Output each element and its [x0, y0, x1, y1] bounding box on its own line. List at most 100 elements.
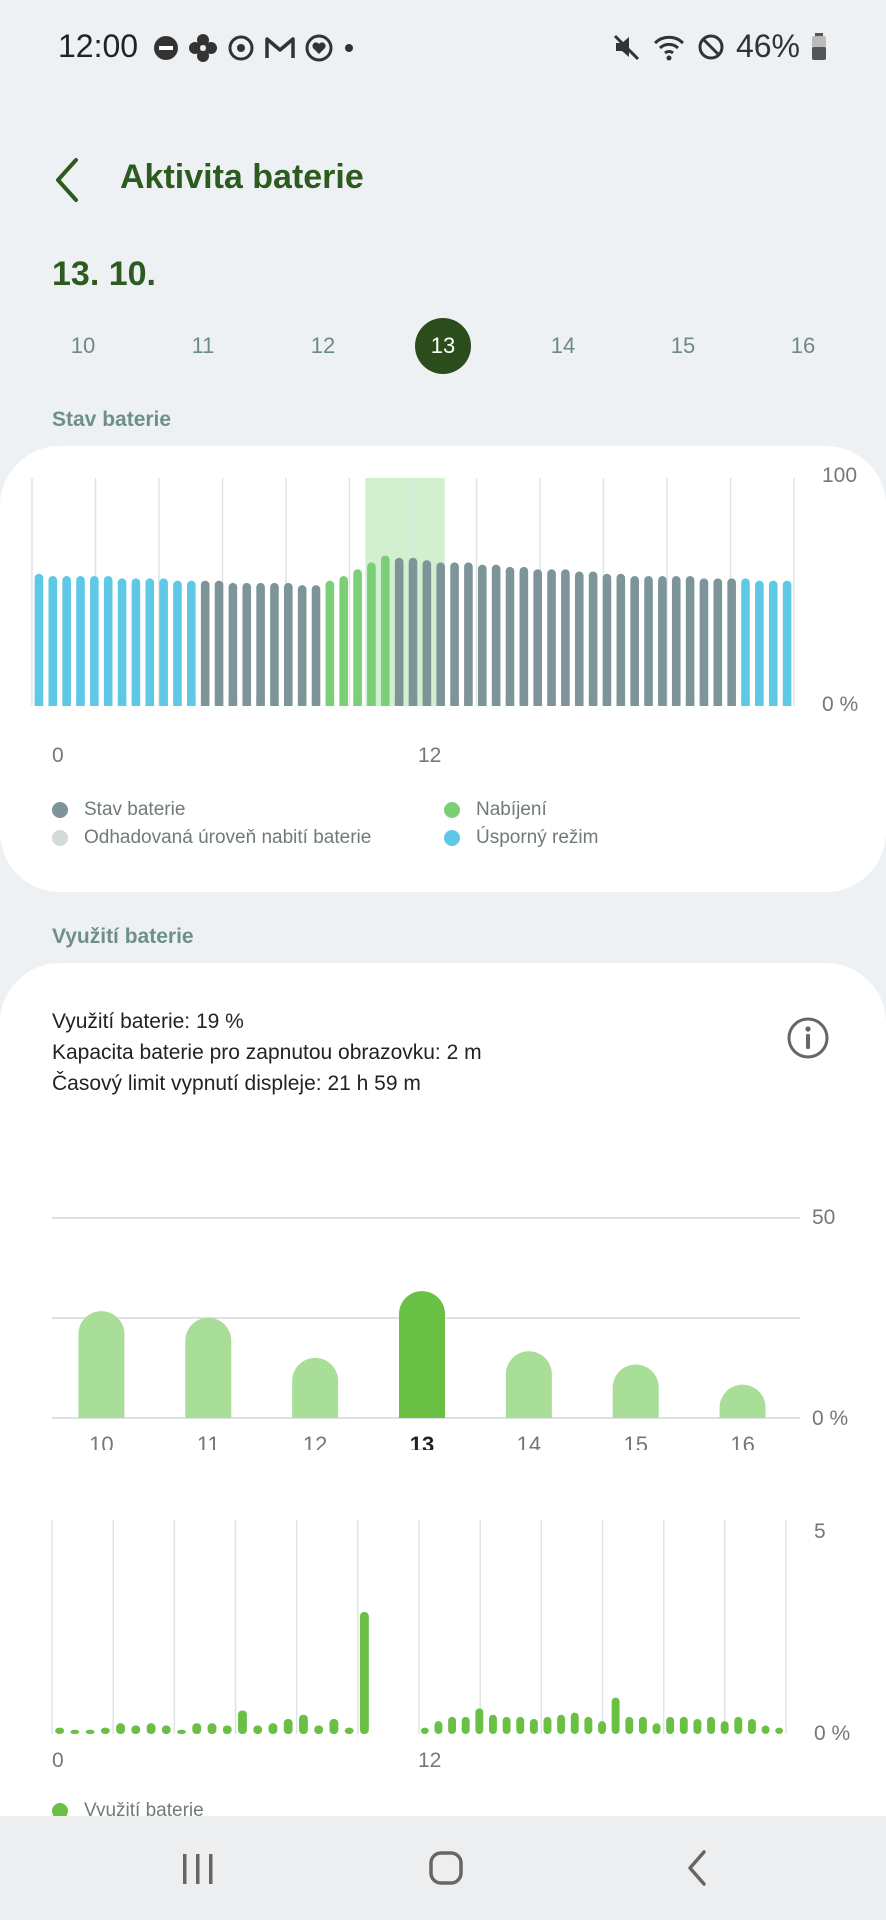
battery-state-bar-base — [505, 700, 515, 706]
battery-state-bar — [380, 555, 390, 706]
daily-usage-chart[interactable]: 10 11 12 13 14 15 16 — [0, 1180, 886, 1450]
mute-icon — [613, 34, 640, 60]
day-item[interactable]: 15 — [670, 333, 696, 358]
hourly-usage-bar — [146, 1723, 156, 1734]
info-icon[interactable] — [786, 1016, 830, 1060]
battery-state-bar-base — [103, 700, 113, 706]
hourly-usage-bar — [502, 1716, 511, 1734]
state-y-max-label: 100 — [822, 464, 858, 487]
heart-app-icon — [305, 34, 333, 62]
daily-x-label: 13 — [410, 1432, 434, 1450]
battery-state-bar-base — [450, 700, 459, 706]
day-item[interactable]: 12 — [310, 333, 336, 358]
battery-state-bar-base — [90, 700, 99, 706]
hourly-usage-bar — [747, 1719, 756, 1734]
battery-state-bar-base — [588, 700, 598, 706]
daily-usage-bar — [399, 1291, 445, 1418]
battery-state-bar-base — [394, 700, 404, 706]
back-arrow-icon[interactable] — [46, 152, 90, 208]
legend-charging: Nabíjení — [444, 799, 547, 821]
battery-state-bar-base — [644, 700, 653, 706]
battery-state-bar — [311, 585, 321, 706]
hourly-usage-bar — [222, 1725, 232, 1734]
battery-state-bar — [519, 566, 529, 706]
recents-icon[interactable] — [180, 1852, 216, 1886]
home-icon[interactable] — [428, 1850, 464, 1886]
hourly-usage-bar — [679, 1716, 688, 1734]
day-item[interactable]: 16 — [790, 333, 816, 358]
hourly-usage-bar — [116, 1723, 125, 1734]
battery-state-bar-base — [380, 700, 390, 706]
nav-back-icon[interactable] — [682, 1848, 712, 1888]
legend-dot — [444, 802, 460, 818]
hourly-usage-bar — [475, 1708, 484, 1734]
battery-state-bar — [103, 576, 113, 706]
battery-state-bar — [187, 580, 196, 706]
battery-state-bar-base — [339, 700, 349, 706]
pinwheel-icon — [189, 34, 217, 62]
legend-dot — [444, 830, 460, 846]
usage-percent-line: Využití baterie: 19 % — [52, 1010, 244, 1033]
hourly-usage-bar — [359, 1612, 369, 1734]
battery-state-bar-base — [131, 700, 141, 706]
legend-estimated: Odhadovaná úroveň nabití baterie — [52, 827, 371, 849]
hourly-usage-bar — [625, 1716, 634, 1734]
hourly-x-label-0: 0 — [52, 1749, 64, 1772]
battery-state-chart[interactable] — [0, 446, 886, 746]
battery-state-bar-base — [311, 700, 321, 706]
battery-percent: 46% — [735, 28, 800, 64]
battery-state-bar — [782, 580, 792, 706]
hourly-usage-bar — [329, 1719, 339, 1734]
battery-icon — [812, 32, 826, 60]
battery-state-bar-base — [214, 700, 224, 706]
day-item-selected[interactable]: 13 — [415, 318, 471, 374]
screen-off-line: Časový limit vypnutí displeje: 21 h 59 m — [52, 1072, 421, 1095]
do-not-disturb-icon — [154, 36, 178, 60]
battery-state-bar — [284, 582, 293, 706]
battery-state-bar-base — [173, 700, 182, 706]
hourly-usage-chart[interactable] — [0, 1494, 886, 1754]
day-item[interactable]: 14 — [550, 333, 576, 358]
battery-state-bar-base — [741, 700, 750, 706]
day-item[interactable]: 10 — [70, 333, 96, 358]
hourly-x-label-12: 12 — [418, 1749, 442, 1772]
legend-label: Nabíjení — [476, 799, 547, 820]
battery-state-bar-base — [519, 700, 529, 706]
battery-state-bar — [685, 576, 695, 706]
battery-state-bar — [159, 578, 168, 706]
battery-state-bar-base — [297, 700, 307, 706]
battery-state-bar-base — [602, 700, 612, 706]
battery-state-bar — [214, 580, 224, 706]
day-item[interactable]: 11 — [191, 333, 215, 358]
daily-usage-bar — [505, 1351, 552, 1418]
battery-state-bar-base — [713, 700, 723, 706]
status-time: 12:00 — [58, 28, 139, 64]
hourly-usage-bar — [775, 1727, 784, 1734]
hourly-usage-bar — [666, 1716, 675, 1734]
battery-state-bar-base — [228, 700, 238, 706]
battery-state-bar — [325, 580, 335, 706]
battery-state-section-label: Stav baterie — [52, 408, 172, 431]
battery-state-bar — [533, 569, 542, 706]
hourly-usage-bar — [420, 1727, 429, 1734]
battery-state-bar-base — [768, 700, 778, 706]
battery-state-bar-base — [491, 700, 501, 706]
hourly-usage-bar — [652, 1723, 661, 1734]
hourly-usage-bar — [734, 1716, 743, 1734]
usage-summary: Využití baterie: 19 % Kapacita baterie p… — [52, 1006, 482, 1099]
state-x-label-12: 12 — [418, 744, 442, 767]
hourly-usage-bar — [761, 1725, 770, 1734]
date-title: 13. 10. — [52, 255, 156, 293]
battery-state-bar — [394, 557, 404, 706]
battery-state-bar — [658, 576, 667, 706]
battery-state-bar — [588, 571, 598, 706]
legend-label: Využití baterie — [84, 1800, 204, 1821]
legend-dot — [52, 802, 68, 818]
daily-x-label: 10 — [89, 1432, 113, 1450]
hourly-usage-bar — [448, 1716, 457, 1734]
gmail-icon — [265, 37, 295, 58]
hourly-usage-bar — [489, 1714, 497, 1734]
battery-state-bar — [741, 578, 750, 706]
hourly-y-min-label: 0 % — [814, 1722, 851, 1745]
hourly-usage-bar — [434, 1721, 443, 1734]
